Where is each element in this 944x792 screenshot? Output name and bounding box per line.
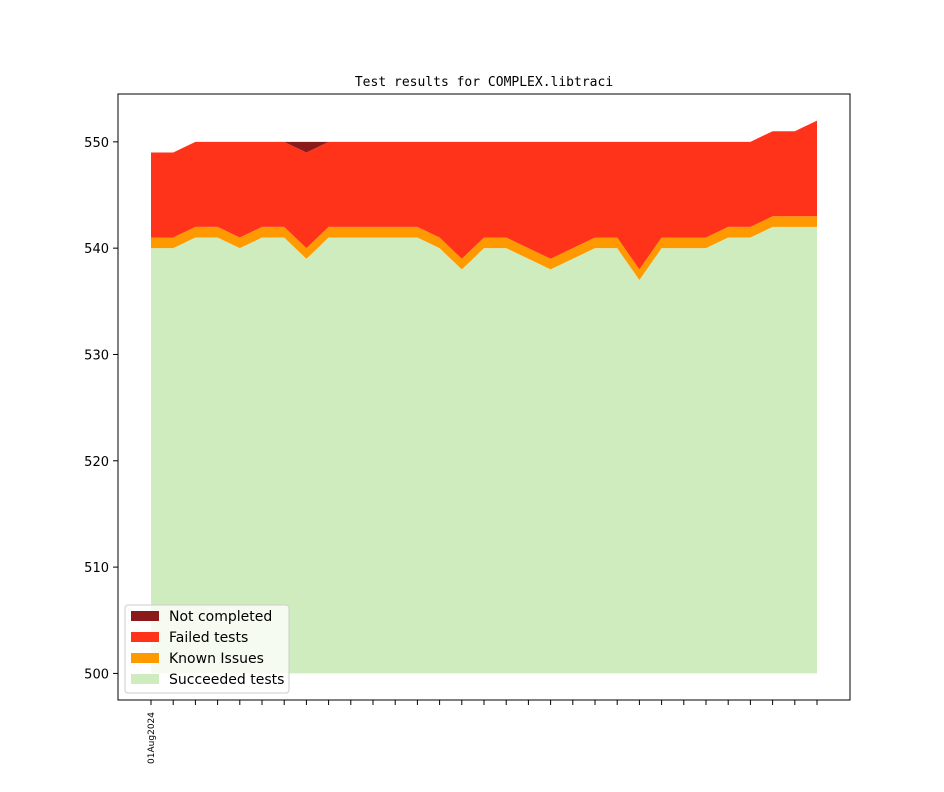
area-series-failed-tests bbox=[151, 120, 817, 270]
legend-swatch bbox=[131, 632, 159, 642]
legend-label: Succeeded tests bbox=[169, 672, 284, 688]
legend-label: Failed tests bbox=[169, 630, 248, 646]
legend-box bbox=[124, 604, 290, 694]
y-tick-label: 510 bbox=[84, 561, 109, 576]
y-tick-label: 520 bbox=[84, 455, 109, 470]
area-layers bbox=[151, 120, 817, 674]
area-series-known-issues bbox=[151, 216, 817, 281]
x-axis: 01Aug2024 bbox=[147, 700, 818, 764]
y-tick-label: 550 bbox=[84, 136, 109, 151]
legend-label: Not completed bbox=[169, 609, 272, 625]
area-series-succeeded-tests bbox=[151, 226, 817, 674]
y-tick-label: 500 bbox=[84, 667, 109, 682]
area-series-not-completed bbox=[151, 120, 817, 153]
y-tick-label: 540 bbox=[84, 242, 109, 257]
y-tick-label: 530 bbox=[84, 348, 109, 363]
legend-swatch bbox=[131, 611, 159, 621]
legend-label: Known Issues bbox=[169, 651, 264, 667]
legend-swatch bbox=[131, 674, 159, 684]
x-tick-label: 01Aug2024 bbox=[147, 712, 157, 764]
y-axis: 500 510 520 530 540 550 bbox=[84, 136, 118, 682]
legend: Not completed Failed tests Known Issues Suc… bbox=[124, 604, 290, 694]
legend-swatch bbox=[131, 653, 159, 663]
chart-title: Test results for COMPLEX.libtraci bbox=[355, 75, 613, 90]
